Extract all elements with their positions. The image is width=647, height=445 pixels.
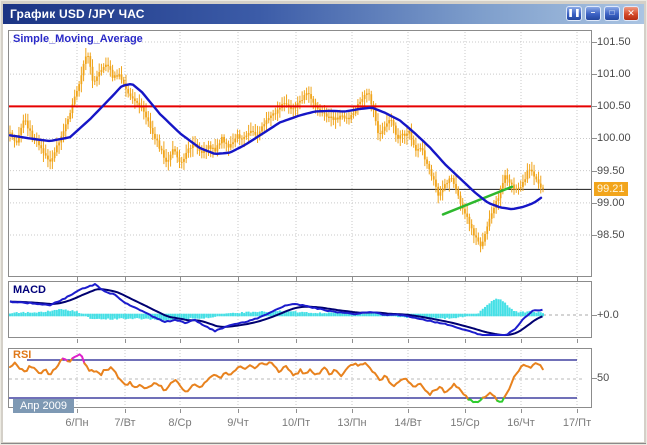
axis-tick xyxy=(465,409,466,413)
x-axis-date-label: 16/Чт xyxy=(507,417,535,429)
axis-tick xyxy=(352,409,353,413)
axis-tick xyxy=(592,315,597,316)
axis-tick xyxy=(577,277,578,281)
restore-button[interactable]: □ xyxy=(604,6,620,21)
y-axis-label: 100.00 xyxy=(597,132,631,144)
rsi-line-group xyxy=(9,353,544,404)
x-axis-date-label: 15/Ср xyxy=(450,417,480,429)
price-chart-panel[interactable]: Simple_Moving_Average xyxy=(8,30,592,277)
axis-tick xyxy=(238,409,239,413)
macd-canvas[interactable] xyxy=(9,282,591,337)
axis-tick xyxy=(352,277,353,281)
axis-tick xyxy=(521,277,522,281)
y-axis-label: 98.50 xyxy=(597,229,625,241)
rsi-mid-label: 50 xyxy=(597,372,610,384)
axis-tick xyxy=(296,339,297,343)
rsi-indicator-label: RSI xyxy=(13,349,32,361)
minimize-button[interactable]: – xyxy=(585,6,601,21)
macd-indicator-label: MACD xyxy=(13,284,46,296)
axis-tick xyxy=(465,339,466,343)
axis-tick xyxy=(465,277,466,281)
close-button[interactable]: ✕ xyxy=(623,6,639,21)
y-axis-label: 101.50 xyxy=(597,36,631,48)
macd-zero-label: +0.0 xyxy=(597,309,619,321)
axis-tick xyxy=(77,277,78,281)
x-axis-date-label: 6/Пн xyxy=(65,417,89,429)
gridlines xyxy=(76,350,578,406)
x-axis-date-label: 7/Вт xyxy=(114,417,136,429)
axis-tick xyxy=(577,339,578,343)
axis-tick xyxy=(125,339,126,343)
y-axis-label: 101.00 xyxy=(597,68,631,80)
window-buttons: ❚❚ – □ ✕ xyxy=(566,6,639,21)
axis-tick xyxy=(592,106,597,107)
x-axis-date-label: 9/Чт xyxy=(227,417,249,429)
window-title: График USD /JPY ЧАС xyxy=(10,7,145,21)
month-badge: Апр 2009 xyxy=(13,399,74,413)
axis-tick xyxy=(77,409,78,413)
x-axis-date-label: 8/Ср xyxy=(168,417,192,429)
price-marker-label: 99.21 xyxy=(594,182,628,196)
axis-tick xyxy=(352,339,353,343)
trendline[interactable] xyxy=(441,185,514,216)
titlebar[interactable]: График USD /JPY ЧАС ❚❚ – □ ✕ xyxy=(3,4,644,24)
rsi-canvas[interactable] xyxy=(9,349,591,407)
axis-tick xyxy=(592,235,597,236)
axis-tick xyxy=(521,409,522,413)
macd-line xyxy=(9,283,543,336)
axis-tick xyxy=(592,42,597,43)
axis-tick xyxy=(180,409,181,413)
axis-tick xyxy=(592,171,597,172)
x-axis-date-label: 17/Пт xyxy=(562,417,592,429)
axis-tick xyxy=(238,277,239,281)
axis-tick xyxy=(125,277,126,281)
x-axis-date-label: 10/Пт xyxy=(281,417,311,429)
y-axis-label: 99.00 xyxy=(597,197,625,209)
axis-tick xyxy=(592,378,597,379)
axis-tick xyxy=(577,409,578,413)
x-axis-date-label: 13/Пн xyxy=(337,417,367,429)
macd-panel[interactable]: MACD xyxy=(8,281,592,338)
sma-indicator-label: Simple_Moving_Average xyxy=(13,33,143,45)
candlesticks-group xyxy=(9,47,544,253)
signal-line xyxy=(9,288,543,336)
axis-tick xyxy=(238,339,239,343)
y-axis-label: 99.50 xyxy=(597,165,625,177)
axis-tick xyxy=(180,277,181,281)
price-chart-canvas[interactable] xyxy=(9,31,591,276)
axis-tick xyxy=(521,339,522,343)
axis-tick xyxy=(408,409,409,413)
axis-tick xyxy=(296,409,297,413)
rsi-panel[interactable]: RSI xyxy=(8,348,592,408)
pause-button[interactable]: ❚❚ xyxy=(566,6,582,21)
sma-line xyxy=(9,83,543,211)
axis-tick xyxy=(408,277,409,281)
axis-tick xyxy=(408,339,409,343)
axis-tick xyxy=(592,203,597,204)
axis-tick xyxy=(180,339,181,343)
axis-tick xyxy=(592,138,597,139)
x-axis-date-label: 14/Вт xyxy=(394,417,422,429)
axis-tick xyxy=(296,277,297,281)
gridlines xyxy=(10,32,590,275)
axis-tick xyxy=(77,339,78,343)
axis-tick xyxy=(592,74,597,75)
y-axis-label: 100.50 xyxy=(597,100,631,112)
axis-tick xyxy=(125,409,126,413)
